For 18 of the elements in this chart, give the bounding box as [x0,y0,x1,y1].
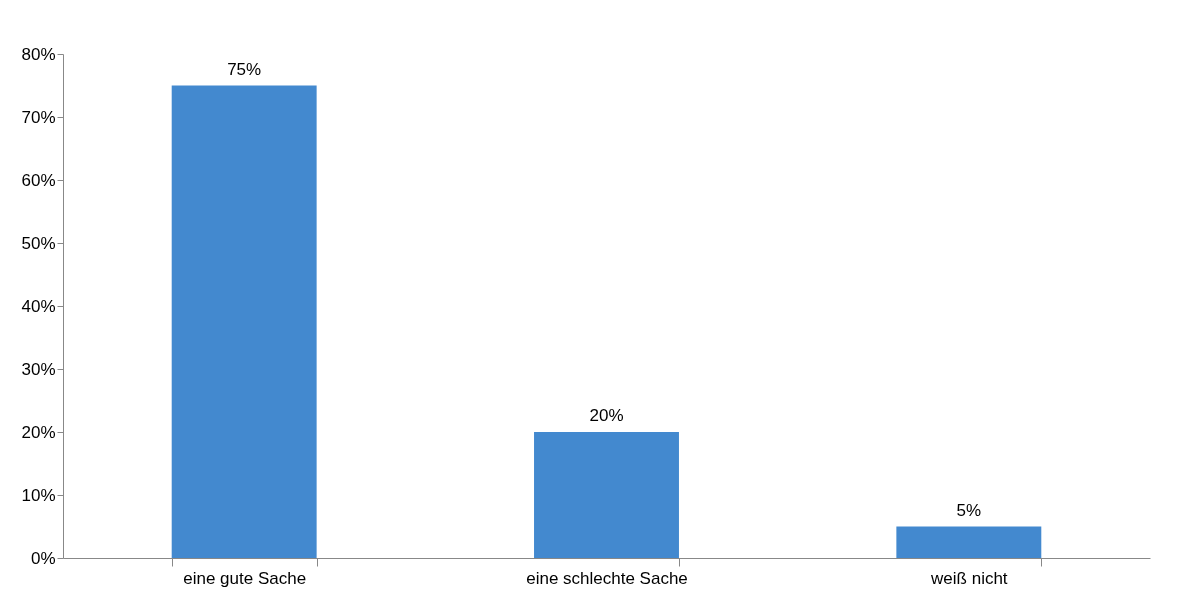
bar [171,85,317,558]
data-label: 20% [589,406,624,425]
x-tick-label: weiß nicht [930,568,1008,588]
x-tick-label: eine gute Sache [183,568,307,588]
y-tick-label: 80% [21,44,56,64]
y-tick-label: 40% [21,296,56,316]
y-tick-label: 30% [21,359,56,379]
x-tick-label: eine schlechte Sache [526,568,688,588]
bar [896,526,1042,558]
bar [534,432,679,558]
y-tick-label: 20% [21,422,56,442]
y-tick-label: 10% [21,485,56,505]
y-tick-label: 0% [30,548,56,568]
data-label: 75% [227,59,262,79]
y-tick-label: 70% [21,107,56,127]
y-tick-label: 50% [21,233,56,253]
data-label: 5% [956,500,982,520]
y-tick-label: 60% [21,170,56,190]
